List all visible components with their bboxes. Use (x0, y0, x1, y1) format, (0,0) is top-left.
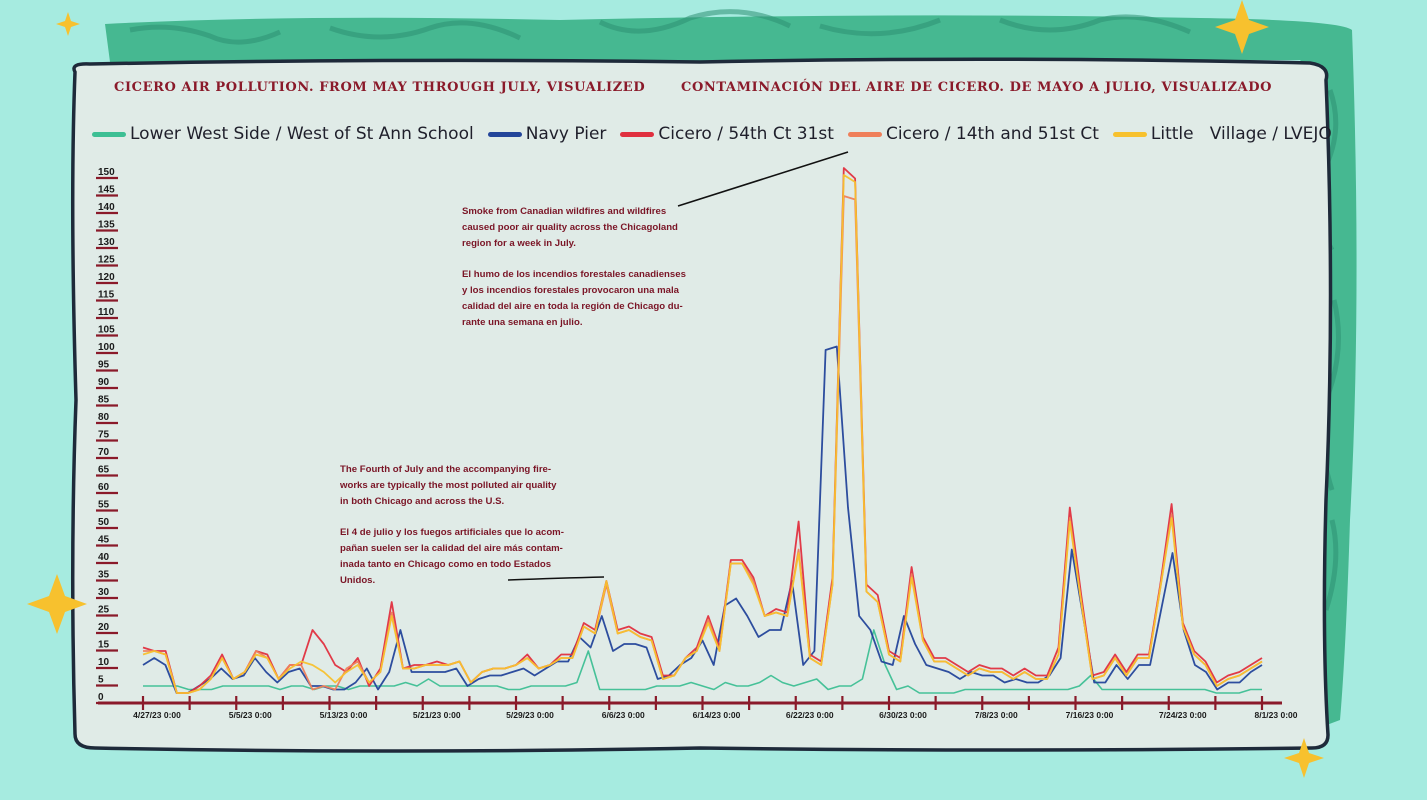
legend-swatch (487, 131, 522, 137)
y-tick-label: 105 (98, 325, 115, 336)
y-tick-label: 25 (98, 605, 110, 616)
legend-item-cicero-54th: Cicero / 54th Ct 31st (620, 124, 834, 144)
y-tick-label: 85 (98, 395, 110, 406)
x-tick-label: 8/1/23 0:00 (1254, 710, 1297, 720)
x-tick-label: 6/14/23 0:00 (693, 710, 741, 720)
legend-label: Cicero / 54th Ct 31st (658, 124, 834, 144)
y-tick-label: 15 (98, 640, 110, 651)
title-spanish: CONTAMINACIÓN DEL AIRE DE CICERO. DE MAY… (681, 80, 1273, 95)
x-tick-label: 5/13/23 0:00 (320, 710, 368, 720)
x-tick-label: 6/30/23 0:00 (879, 710, 927, 720)
series-line (143, 195, 1263, 694)
annotation-wildfire: Smoke from Canadian wildfires and wildfi… (462, 206, 686, 328)
x-tick-label: 7/8/23 0:00 (975, 710, 1018, 720)
legend-label: Lower West Side / West of St Ann School (130, 124, 474, 144)
x-tick-label: 5/29/23 0:00 (506, 710, 554, 720)
legend-label: Little Village / LVEJO (1150, 124, 1332, 144)
legend-item-cicero-14th: Cicero / 14th and 51st Ct (847, 124, 1099, 144)
y-tick-label: 100 (98, 342, 115, 353)
legend-swatch (1112, 131, 1147, 137)
y-tick-label: 60 (98, 482, 110, 493)
legend-label: Navy Pier (525, 124, 607, 144)
x-tick-label: 5/21/23 0:00 (413, 710, 461, 720)
y-tick-label: 30 (98, 587, 110, 598)
y-tick-label: 80 (98, 412, 110, 423)
legend-item-little-village: Little Village / LVEJO (1112, 124, 1332, 144)
series-line (142, 174, 1263, 694)
x-tick-label: 7/24/23 0:00 (1159, 710, 1207, 720)
legend-swatch (92, 131, 126, 137)
x-tick-label: 5/5/23 0:00 (229, 710, 272, 720)
y-tick-label: 0 (98, 692, 104, 703)
y-tick-label: 45 (98, 535, 110, 546)
y-tick-label: 20 (98, 622, 110, 633)
y-tick-label: 35 (98, 570, 110, 581)
y-tick-label: 140 (98, 202, 115, 213)
y-tick-label: 70 (98, 447, 110, 458)
y-tick-label: 90 (98, 377, 110, 388)
legend-label: Cicero / 14th and 51st Ct (885, 124, 1099, 144)
x-tick-label: 4/27/23 0:00 (133, 710, 181, 720)
y-tick-label: 65 (98, 465, 110, 476)
x-tick-label: 6/22/23 0:00 (786, 710, 834, 720)
legend-swatch (620, 131, 655, 137)
y-tick-label: 115 (98, 290, 115, 301)
series-line (143, 629, 1262, 694)
y-tick-label: 95 (98, 360, 110, 371)
y-tick-label: 125 (98, 255, 115, 266)
y-tick-label: 40 (98, 552, 110, 563)
series-line (142, 345, 1263, 694)
annotation-leader-wildfire (677, 151, 849, 207)
annotation-leader-fourth-of-july (507, 576, 605, 581)
y-tick-label: 150 (98, 167, 115, 178)
y-tick-label: 55 (98, 500, 110, 511)
title-english: CICERO AIR POLLUTION. FROM MAY THROUGH J… (114, 80, 646, 95)
y-tick-label: 135 (98, 220, 115, 231)
y-tick-label: 120 (98, 272, 115, 283)
y-tick-label: 10 (98, 657, 110, 668)
x-tick-label: 6/6/23 0:00 (602, 710, 645, 720)
annotation-fourth-of-july: The Fourth of July and the accompanying … (340, 464, 564, 586)
legend-item-navy-pier: Navy Pier (487, 124, 607, 144)
y-tick-label: 50 (98, 517, 110, 528)
legend: Lower West Side / West of St Ann School … (92, 118, 1332, 150)
series-line (142, 167, 1263, 694)
y-tick-label: 145 (98, 185, 115, 196)
legend-swatch (847, 131, 882, 137)
y-tick-label: 5 (98, 675, 104, 686)
y-tick-label: 110 (98, 307, 115, 318)
x-tick-label: 7/16/23 0:00 (1066, 710, 1114, 720)
legend-item-lower-west-side: Lower West Side / West of St Ann School (92, 124, 474, 144)
y-tick-label: 130 (98, 237, 115, 248)
y-tick-label: 75 (98, 430, 110, 441)
